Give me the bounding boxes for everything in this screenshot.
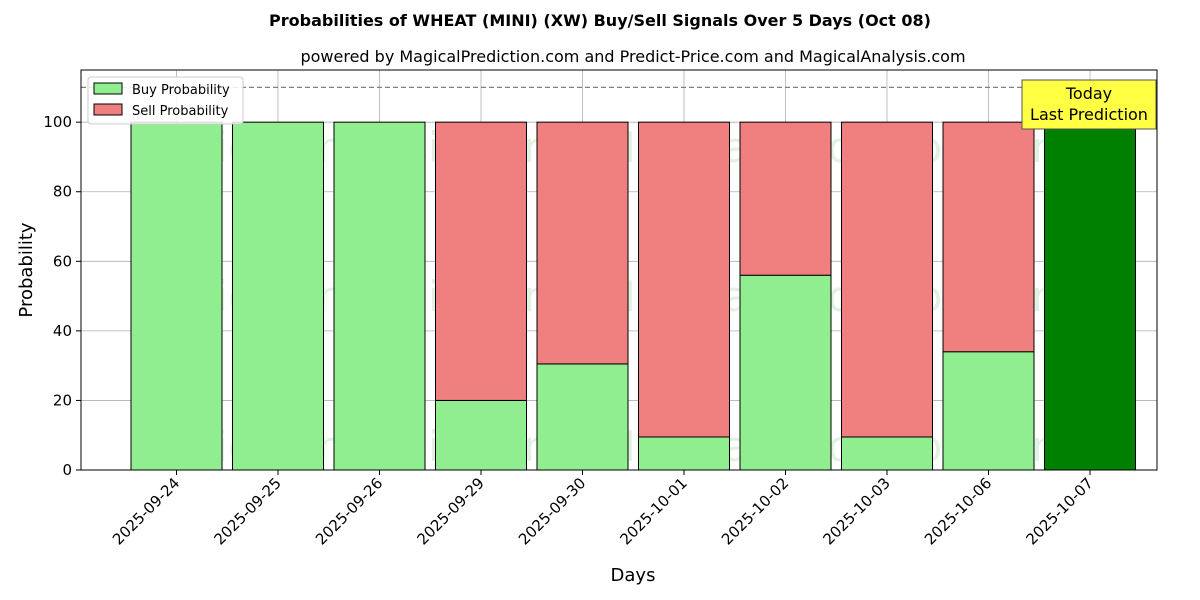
x-tick-label: 2025-10-01 [616, 474, 690, 548]
legend-box [87, 76, 244, 125]
y-tick-label: 60 [53, 252, 72, 270]
legend-label-buy: Buy Probability [132, 83, 230, 98]
y-tick-label: 0 [62, 461, 72, 479]
x-tick-label: 2025-09-29 [413, 474, 487, 548]
buy-bar [841, 436, 933, 471]
sell-bar [841, 121, 933, 438]
x-tick-label: 2025-09-24 [109, 474, 183, 548]
buy-bar [638, 436, 730, 471]
sell-bar [942, 121, 1035, 353]
buy-bar [536, 363, 629, 471]
y-tick-label: 100 [43, 113, 72, 131]
legend-swatch-buy [93, 82, 123, 95]
today-annotation: Today Last Prediction [1021, 79, 1157, 130]
chart-title: Probabilities of WHEAT (MINI) (XW) Buy/S… [269, 11, 931, 30]
x-axis-label: Days [611, 565, 656, 586]
x-tick-label: 2025-10-06 [921, 474, 995, 548]
y-tick-label: 20 [53, 391, 72, 409]
today-annotation-line1: Today [1065, 84, 1112, 103]
today-annotation-box [1021, 79, 1157, 130]
chart-subtitle: powered by MagicalPrediction.com and Pre… [300, 47, 965, 66]
buy-bar [333, 121, 426, 471]
buy-bar [1044, 121, 1136, 471]
sell-bar [536, 121, 629, 365]
sell-bar [638, 121, 730, 438]
plot-frame [80, 69, 1158, 471]
buy-bar [435, 399, 527, 471]
buy-bar [130, 121, 223, 471]
sell-bar [435, 121, 527, 401]
x-tick-label: 2025-10-07 [1022, 474, 1096, 548]
x-tick-label: 2025-10-03 [819, 474, 893, 548]
x-tick-label: 2025-10-02 [718, 474, 792, 548]
x-tick-label: 2025-09-25 [210, 474, 284, 548]
x-tick-label: 2025-09-26 [312, 474, 386, 548]
legend-label-sell: Sell Probability [132, 104, 229, 119]
sell-bar [739, 121, 832, 276]
legend: Buy Probability Sell Probability [87, 76, 244, 125]
y-tick-label: 80 [53, 183, 72, 201]
buy-bar [232, 121, 324, 471]
legend-swatch-sell [93, 103, 123, 116]
y-tick-label: 40 [53, 322, 72, 340]
today-annotation-line2: Last Prediction [1030, 105, 1148, 124]
y-axis-label: Probability [16, 222, 37, 317]
x-tick-label: 2025-09-30 [515, 474, 589, 548]
bars-layer [130, 121, 1136, 471]
buy-bar [739, 274, 832, 471]
buy-bar [942, 351, 1035, 471]
